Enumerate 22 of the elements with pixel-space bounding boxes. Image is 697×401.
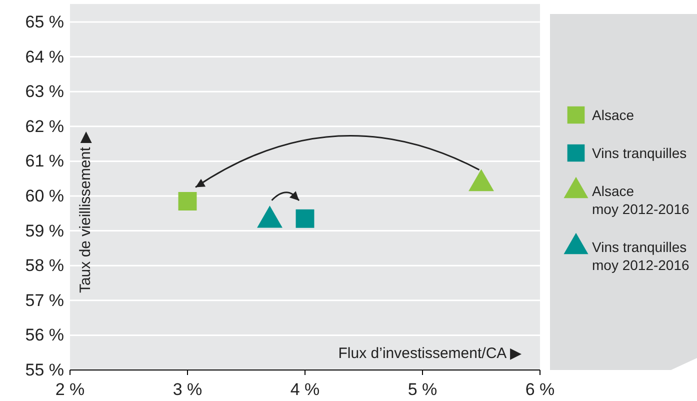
y-tick-label: 61 % bbox=[25, 152, 64, 171]
legend-label: Vins tranquilles moy 2012-2016 bbox=[592, 239, 690, 273]
y-tick-label: 65 % bbox=[25, 12, 64, 32]
x-tick-label: 3 % bbox=[172, 380, 202, 399]
legend-label: Alsace bbox=[592, 107, 634, 123]
x-tick-label: 5 % bbox=[408, 380, 438, 399]
legend-label: Vins tranquilles bbox=[592, 145, 687, 161]
x-tick-label: 4 % bbox=[290, 380, 320, 399]
y-tick-label: 62 % bbox=[25, 116, 64, 136]
y-tick-label: 57 % bbox=[25, 290, 64, 310]
y-tick-label: 60 % bbox=[25, 186, 64, 206]
y-tick-label: 58 % bbox=[25, 256, 64, 276]
legend-label: Alsace moy 2012-2016 bbox=[592, 183, 690, 217]
x-tick-label: 2 % bbox=[55, 380, 85, 399]
y-tick-label: 64 % bbox=[25, 47, 64, 66]
y-tick-label: 63 % bbox=[25, 82, 64, 102]
y-axis-title: Taux de vieillissement ▶ bbox=[77, 130, 94, 294]
x-tick-label: 6 % bbox=[525, 380, 555, 399]
x-axis-title: Flux d’investissement/CA ▶ bbox=[338, 345, 522, 362]
y-tick-label: 59 % bbox=[25, 221, 64, 240]
y-tick-label: 56 % bbox=[25, 326, 64, 345]
y-tick-label: 55 % bbox=[25, 360, 64, 380]
